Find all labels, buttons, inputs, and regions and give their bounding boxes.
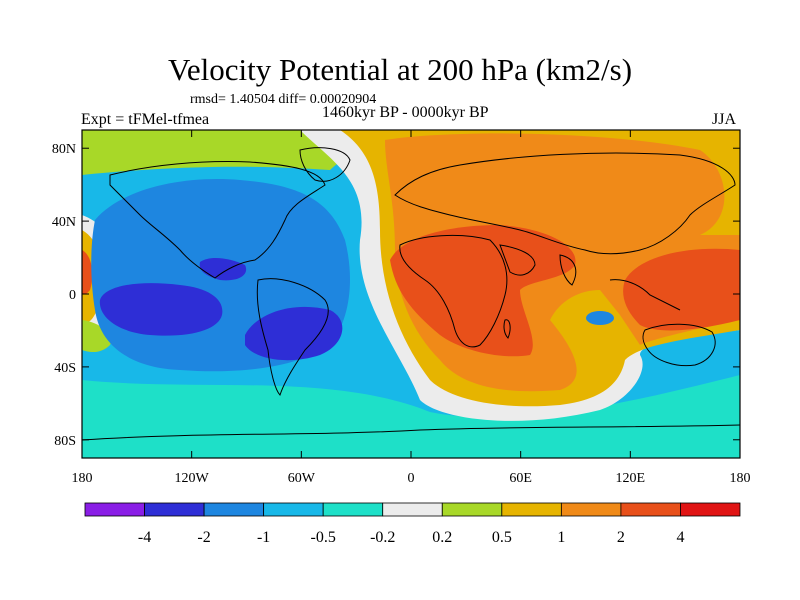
- colorbar: -4 -2 -1 -0.5 -0.2 0.2 0.5 1 2 4: [84, 502, 741, 546]
- colorbar-swatch: [382, 502, 443, 517]
- x-tick-label: 120E: [616, 471, 646, 486]
- contour-band-southern-ocean: [82, 375, 740, 458]
- colorbar-swatch: [84, 502, 145, 517]
- y-tick-label: 80N: [52, 142, 76, 157]
- y-axis: 80N 40N 0 40S 80S: [52, 142, 740, 449]
- x-tick-label: 60W: [288, 471, 316, 486]
- x-tick-label: 0: [408, 471, 415, 486]
- contour-band-darkblue-central: [199, 258, 247, 281]
- colorbar-label: -4: [138, 529, 151, 546]
- colorbar-label: -1: [257, 529, 270, 546]
- colorbar-label: 4: [676, 529, 684, 546]
- x-tick-label: 180: [730, 471, 751, 486]
- contour-band-west-green: [82, 320, 111, 353]
- colorbar-label: -0.2: [370, 529, 395, 546]
- contour-band-red-africa: [390, 225, 576, 357]
- contour-field: [82, 130, 740, 458]
- colorbar-label: -0.5: [311, 529, 336, 546]
- stats-label: rmsd= 1.40504 diff= 0.00020904: [190, 92, 377, 107]
- colorbar-label: 0.2: [432, 529, 452, 546]
- colorbar-swatch: [501, 502, 562, 517]
- colorbar-swatch: [203, 502, 265, 517]
- colorbar-label: 0.5: [492, 529, 512, 546]
- colorbar-swatch: [680, 502, 741, 517]
- contour-band-blue-indian: [586, 311, 614, 325]
- contour-band-red-pacific: [623, 248, 740, 331]
- contour-band-red-west: [82, 250, 93, 295]
- colorbar-swatch: [620, 502, 681, 517]
- colorbar-label: -2: [197, 529, 210, 546]
- colorbar-swatch: [144, 502, 205, 517]
- y-tick-label: 40S: [54, 361, 76, 376]
- y-tick-label: 0: [69, 288, 76, 303]
- x-tick-label: 120W: [175, 471, 210, 486]
- colorbar-label: 2: [617, 529, 625, 546]
- colorbar-swatch: [441, 502, 503, 517]
- x-axis: 180 120W 60W 0 60E 120E 180: [72, 130, 751, 486]
- colorbar-swatch: [560, 502, 622, 517]
- coastlines: [82, 147, 740, 441]
- contour-band-darkblue-samerica: [245, 306, 343, 361]
- colorbar-label: 1: [557, 529, 565, 546]
- colorbar-swatch: [322, 502, 384, 517]
- y-tick-label: 80S: [54, 434, 76, 449]
- period-label: 1460kyr BP - 0000kyr BP: [322, 104, 489, 121]
- experiment-label: Expt = tFMel-tfmea: [81, 111, 210, 128]
- x-tick-label: 60E: [509, 471, 532, 486]
- colorbar-swatch: [263, 502, 324, 517]
- chart-title: Velocity Potential at 200 hPa (km2/s): [167, 52, 633, 87]
- y-tick-label: 40N: [52, 215, 76, 230]
- contour-band-darkblue-pacific: [99, 283, 223, 336]
- x-tick-label: 180: [72, 471, 93, 486]
- season-label: JJA: [712, 111, 737, 128]
